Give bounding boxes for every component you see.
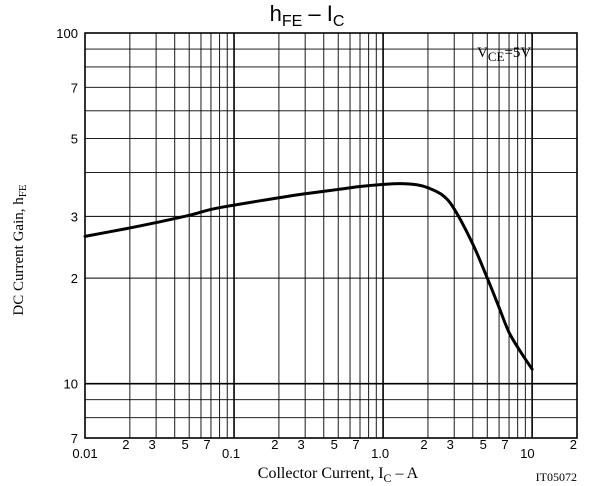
y-tick-label: 7 xyxy=(71,431,78,446)
x-axis-label-main: Collector Current, I xyxy=(258,465,384,482)
y-axis-label-main: DC Current Gain, h xyxy=(11,197,27,316)
annotation-suffix: =5V xyxy=(504,45,531,61)
x-tick-label: 5 xyxy=(480,437,487,452)
x-tick-label: 7 xyxy=(352,437,359,452)
x-tick-label: 2 xyxy=(122,437,129,452)
x-tick-label: 3 xyxy=(447,437,454,452)
x-axis-label: Collector Current, IC – A xyxy=(258,465,419,485)
x-tick-label: 0.01 xyxy=(72,446,97,461)
title-vs: I xyxy=(327,1,333,26)
y-tick-label: 7 xyxy=(71,80,78,95)
x-tick-label: 3 xyxy=(148,437,155,452)
x-axis-label-suffix: – A xyxy=(392,465,419,482)
x-tick-label: 5 xyxy=(182,437,189,452)
hfe-curve xyxy=(83,182,534,371)
x-tick-label: 2 xyxy=(570,437,577,452)
x-tick-label: 10 xyxy=(520,446,534,461)
plot-frame xyxy=(84,32,578,439)
grid xyxy=(84,32,578,439)
x-tick-label: 1.0 xyxy=(371,446,389,461)
y-axis-label-sub: FE xyxy=(17,184,29,197)
title-separator: – xyxy=(302,1,326,26)
x-tick-label: 7 xyxy=(203,437,210,452)
title-main-sub: FE xyxy=(282,13,302,30)
series-layer xyxy=(83,182,534,371)
chart-title: hFE – IC xyxy=(270,1,345,30)
title-main: h xyxy=(270,1,282,26)
y-tick-label: 5 xyxy=(71,132,78,147)
y-tick-labels: 100 7 5 3 2 10 7 xyxy=(56,26,78,446)
y-tick-label: 3 xyxy=(71,209,78,224)
annotation-main: V xyxy=(477,45,488,61)
title-vs-sub: C xyxy=(333,13,345,30)
annotation-sub: CE xyxy=(488,49,505,64)
x-tick-label: 2 xyxy=(271,437,278,452)
condition-annotation: VCE=5V xyxy=(477,45,531,64)
x-tick-label: 5 xyxy=(331,437,338,452)
x-tick-label: 2 xyxy=(420,437,427,452)
x-tick-label: 7 xyxy=(501,437,508,452)
x-tick-label: 3 xyxy=(298,437,305,452)
y-tick-label: 100 xyxy=(56,26,78,41)
x-tick-label: 0.1 xyxy=(222,446,240,461)
y-axis-label: DC Current Gain, hFE xyxy=(11,184,29,315)
figure-id: IT05072 xyxy=(536,470,577,484)
x-axis-label-sub: C xyxy=(384,471,392,485)
y-tick-label: 2 xyxy=(71,271,78,286)
y-tick-label: 10 xyxy=(64,377,78,392)
